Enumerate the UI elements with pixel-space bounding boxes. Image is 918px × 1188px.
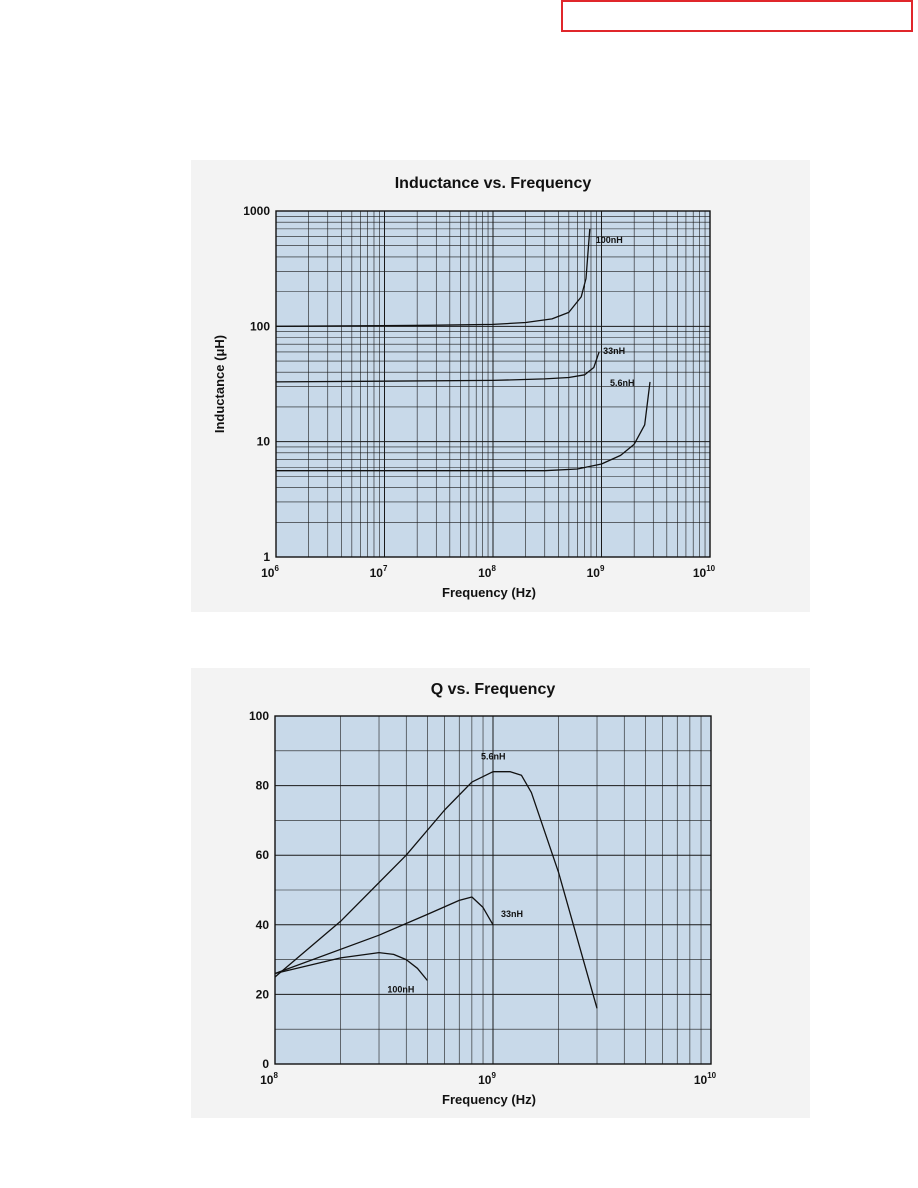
plot-frame (275, 210, 711, 558)
inductance-chart-panel: Inductance vs. Frequency 106 107 108 109 1010… (191, 160, 810, 612)
grid (275, 211, 710, 558)
chart-title: Inductance vs. Frequency (395, 175, 592, 192)
x-tick-label: 107 (370, 564, 388, 580)
series-line-100nh (274, 951, 428, 981)
chart-title: Q vs. Frequency (431, 681, 556, 698)
y-tick-label: 100 (250, 319, 270, 333)
red-outline-box (561, 0, 913, 32)
y-tick-label: 10 (257, 435, 271, 449)
x-tick-label: 109 (478, 1071, 496, 1087)
series-label: 5.6nH (481, 752, 506, 762)
y-tick-label: 1 (263, 550, 270, 564)
series-label: 33nH (501, 909, 523, 919)
series-line-5-6nh (274, 771, 598, 1009)
x-tick-label: 108 (478, 564, 496, 580)
y-tick-label: 100 (249, 709, 269, 723)
q-chart-panel: Q vs. Frequency 108 109 1010 0 20 40 60 80 100 Fre… (191, 668, 810, 1118)
x-tick-label: 106 (261, 564, 279, 580)
grid (274, 715, 711, 1065)
y-tick-label: 80 (256, 779, 270, 793)
x-tick-label: 1010 (694, 1071, 717, 1087)
y-tick-label: 40 (256, 918, 270, 932)
series-label: 100nH (596, 235, 623, 245)
y-tick-label: 20 (256, 987, 270, 1001)
q-chart: Q vs. Frequency 108 109 1010 0 20 40 60 80 100 Fre… (249, 681, 717, 1107)
x-axis-label: Frequency (Hz) (442, 585, 536, 600)
series-line-5-6nh (276, 381, 651, 472)
series-label: 5.6nH (610, 378, 635, 388)
y-tick-label: 1000 (243, 204, 270, 218)
series-line-100nh (275, 228, 591, 327)
series-label: 33nH (603, 346, 625, 356)
y-tick-label: 0 (262, 1057, 269, 1071)
series-line-33nh (274, 896, 494, 975)
series-line-33nh (275, 351, 600, 383)
x-tick-label: 1010 (693, 564, 716, 580)
x-tick-label: 108 (260, 1071, 278, 1087)
y-tick-label: 60 (256, 848, 270, 862)
x-axis-label: Frequency (Hz) (442, 1092, 536, 1107)
x-tick-label: 109 (587, 564, 605, 580)
y-axis-label: Inductance (μH) (212, 335, 227, 433)
series-label: 100nH (387, 984, 414, 994)
plot-frame (274, 715, 712, 1065)
